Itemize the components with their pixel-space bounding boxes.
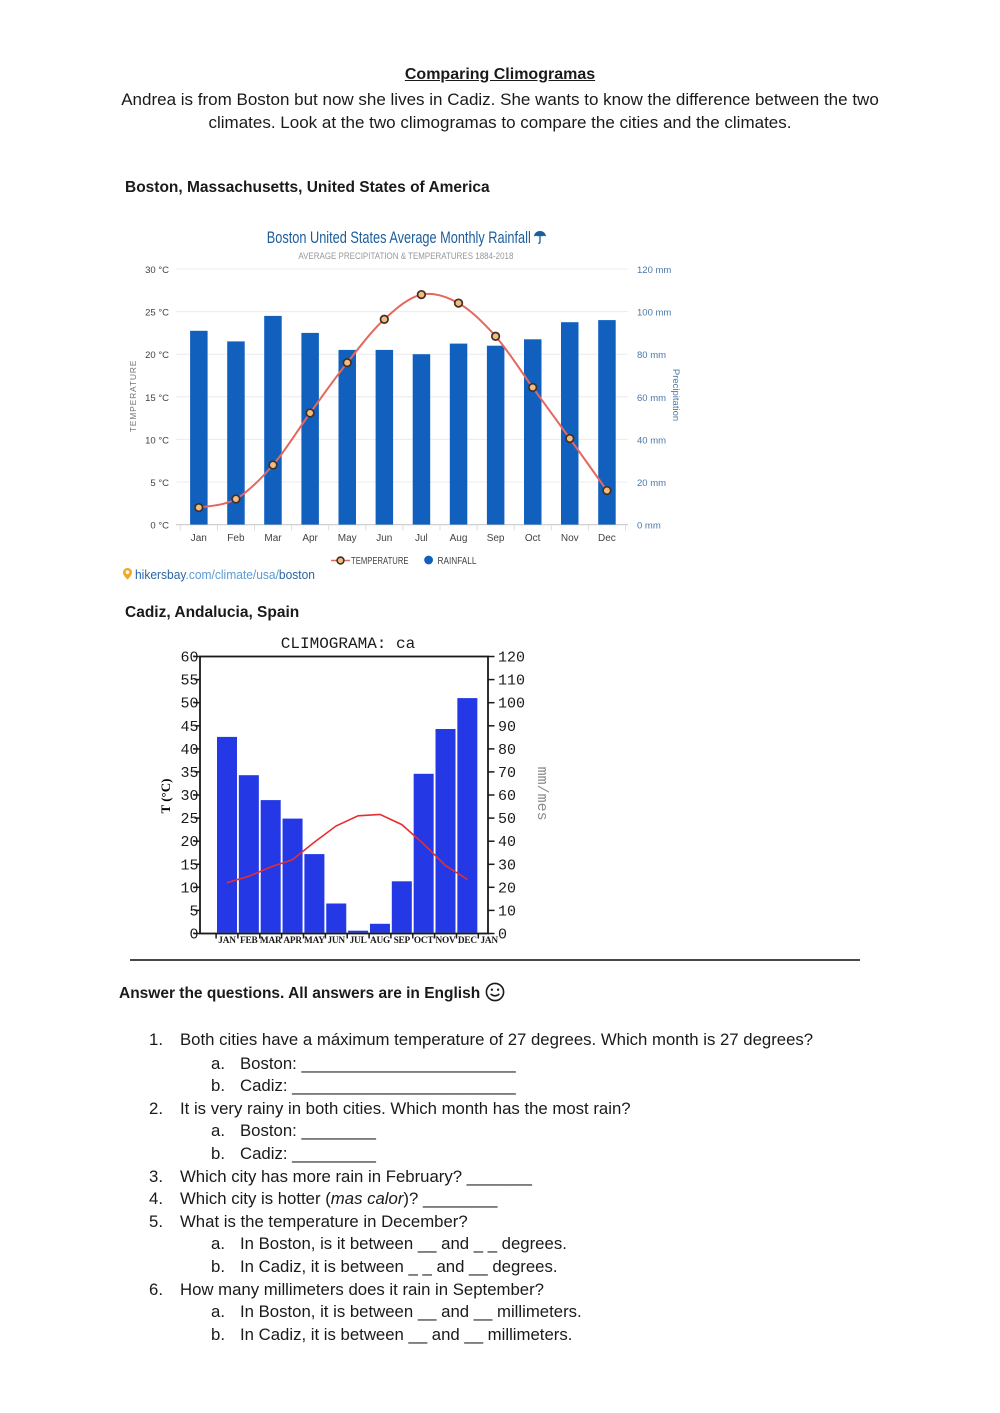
- svg-text:30: 30: [498, 857, 516, 874]
- svg-text:Jun: Jun: [376, 533, 392, 544]
- svg-text:20: 20: [180, 834, 198, 851]
- svg-text:Precipitation: Precipitation: [670, 369, 681, 421]
- svg-text:SEP: SEP: [394, 936, 411, 946]
- svg-text:JAN: JAN: [218, 936, 236, 946]
- svg-text:Jan: Jan: [191, 533, 207, 544]
- svg-text:OCT: OCT: [414, 936, 435, 946]
- svg-text:15: 15: [180, 857, 198, 874]
- svg-text:55: 55: [180, 673, 198, 690]
- svg-text:90: 90: [498, 719, 516, 736]
- svg-text:Nov: Nov: [561, 533, 579, 544]
- svg-text:80 mm: 80 mm: [637, 350, 666, 361]
- svg-text:AUG: AUG: [370, 936, 390, 946]
- svg-text:35: 35: [180, 765, 198, 782]
- svg-text:Oct: Oct: [525, 533, 541, 544]
- svg-text:100 mm: 100 mm: [637, 308, 671, 319]
- svg-text:60: 60: [180, 650, 198, 667]
- svg-text:50: 50: [498, 811, 516, 828]
- svg-text:5: 5: [189, 903, 198, 920]
- svg-text:mm/mes: mm/mes: [533, 767, 550, 821]
- svg-text:20: 20: [498, 880, 516, 897]
- svg-text:0: 0: [498, 927, 507, 944]
- svg-text:Aug: Aug: [450, 533, 468, 544]
- svg-text:0 °C: 0 °C: [150, 521, 169, 532]
- svg-text:70: 70: [498, 765, 516, 782]
- svg-text:120: 120: [498, 650, 525, 667]
- svg-text:Sep: Sep: [487, 533, 505, 544]
- svg-text:110: 110: [498, 673, 525, 690]
- svg-text:40 mm: 40 mm: [637, 435, 666, 446]
- svg-text:RAINFALL: RAINFALL: [438, 556, 477, 567]
- svg-text:JAN: JAN: [480, 936, 498, 946]
- svg-text:25 °C: 25 °C: [145, 308, 169, 319]
- svg-text:Boston United States Average M: Boston United States Average Monthly Rai…: [267, 228, 531, 247]
- svg-text:APR: APR: [283, 936, 302, 946]
- svg-text:CLIMOGRAMA: ca: CLIMOGRAMA: ca: [281, 635, 416, 653]
- svg-text:10: 10: [180, 880, 198, 897]
- svg-text:MAY: MAY: [304, 936, 325, 946]
- svg-text:10: 10: [498, 903, 516, 920]
- svg-text:Mar: Mar: [264, 533, 282, 544]
- svg-text:25: 25: [180, 811, 198, 828]
- svg-text:Jul: Jul: [415, 533, 428, 544]
- svg-text:hikersbay.com/climate/usa/bost: hikersbay.com/climate/usa/boston: [135, 567, 315, 582]
- svg-text:40: 40: [498, 834, 516, 851]
- svg-text:NOV: NOV: [435, 936, 456, 946]
- svg-text:DEC: DEC: [458, 936, 477, 946]
- svg-text:0 mm: 0 mm: [637, 521, 661, 532]
- svg-text:20 mm: 20 mm: [637, 478, 666, 489]
- svg-text:JUN: JUN: [327, 936, 345, 946]
- svg-text:20 °C: 20 °C: [145, 350, 169, 361]
- svg-text:JUL: JUL: [350, 936, 367, 946]
- svg-text:50: 50: [180, 696, 198, 713]
- svg-text:120 mm: 120 mm: [637, 265, 671, 276]
- svg-text:30: 30: [180, 788, 198, 805]
- svg-text:T (°C): T (°C): [158, 779, 173, 814]
- svg-text:10 °C: 10 °C: [145, 435, 169, 446]
- svg-text:MAR: MAR: [260, 936, 282, 946]
- svg-text:30 °C: 30 °C: [145, 265, 169, 276]
- svg-text:May: May: [338, 533, 357, 544]
- svg-text:TEMPERATURE: TEMPERATURE: [128, 360, 138, 432]
- svg-text:TEMPERATURE: TEMPERATURE: [351, 556, 409, 567]
- svg-text:80: 80: [498, 742, 516, 759]
- svg-text:Dec: Dec: [598, 533, 616, 544]
- svg-text:Feb: Feb: [227, 533, 245, 544]
- svg-text:5 °C: 5 °C: [150, 478, 169, 489]
- svg-text:0: 0: [189, 927, 198, 944]
- svg-text:40: 40: [180, 742, 198, 759]
- svg-text:Apr: Apr: [302, 533, 318, 544]
- svg-text:100: 100: [498, 696, 525, 713]
- svg-text:60 mm: 60 mm: [637, 393, 666, 404]
- svg-text:AVERAGE PRECIPITATION & TEMPER: AVERAGE PRECIPITATION & TEMPERATURES 188…: [298, 251, 513, 261]
- svg-text:15 °C: 15 °C: [145, 393, 169, 404]
- svg-text:60: 60: [498, 788, 516, 805]
- svg-text:FEB: FEB: [240, 936, 257, 946]
- svg-text:45: 45: [180, 719, 198, 736]
